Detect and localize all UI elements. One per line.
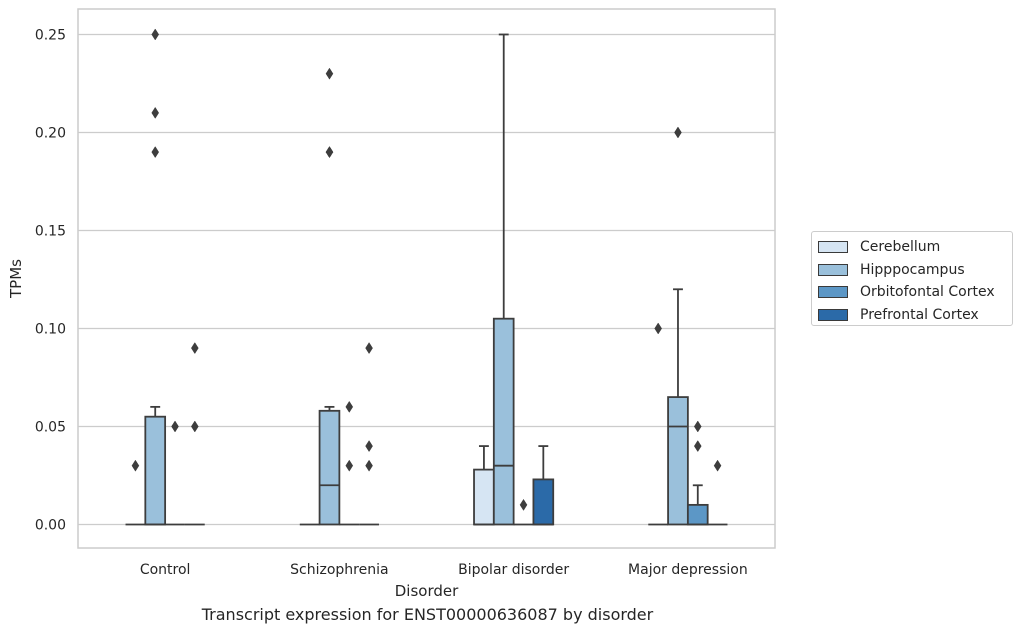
legend-label-cerebellum: Cerebellum [860, 239, 941, 256]
outlier-point [191, 342, 199, 355]
legend-label-orbitofrontal-cortex: Orbitofontal Cortex [860, 284, 995, 301]
box-cerebellum [473, 468, 495, 526]
outlier-point [674, 126, 682, 139]
legend: Cerebellum Hipppocampus Orbitofontal Cor… [811, 231, 1013, 326]
y-tick-label: 0.00 [35, 517, 66, 533]
y-tick-label: 0.05 [35, 419, 66, 435]
legend-item-hippocampus: Hipppocampus [818, 259, 1012, 282]
box-prefrontal-cortex [532, 478, 555, 526]
box-hipppocampus [318, 409, 341, 526]
box-hipppocampus [492, 317, 515, 526]
y-tick-label: 0.25 [35, 27, 66, 43]
box-orbitofontal-cortex [686, 503, 709, 526]
outlier-point [325, 146, 334, 159]
outlier-point [131, 459, 140, 472]
outlier-point [693, 440, 702, 453]
y-tick-label: 0.10 [35, 321, 66, 337]
legend-swatch-orbitofrontal-cortex [818, 286, 848, 299]
legend-swatch-hippocampus [818, 263, 848, 276]
outlier-point [365, 459, 373, 472]
outlier-point [519, 498, 528, 511]
outlier-point [365, 342, 373, 355]
x-axis-label: Disorder [395, 582, 459, 600]
outlier-point [151, 146, 160, 159]
outlier-point [365, 440, 373, 453]
box-hipppocampus [144, 415, 167, 526]
box-hipppocampus [667, 396, 689, 526]
outlier-point [191, 420, 199, 433]
x-tick-label: Control [140, 562, 191, 578]
x-tick-label: Major depression [628, 562, 748, 578]
legend-swatch-prefrontal-cortex [818, 308, 848, 321]
outlier-point [325, 67, 334, 80]
legend-label-prefrontal-cortex: Prefrontal Cortex [860, 306, 979, 323]
legend-label-hippocampus: Hipppocampus [860, 261, 965, 278]
outlier-point [713, 459, 722, 472]
outlier-point [345, 459, 354, 472]
outlier-point [693, 420, 702, 433]
x-tick-label: Bipolar disorder [458, 562, 569, 578]
legend-item-prefrontal-cortex: Prefrontal Cortex [818, 304, 1012, 327]
outlier-point [151, 28, 160, 41]
outlier-point [171, 420, 179, 433]
x-tick-label: Schizophrenia [290, 562, 388, 578]
y-axis-label: TPMs [7, 259, 25, 299]
legend-swatch-cerebellum [818, 241, 848, 254]
legend-item-cerebellum: Cerebellum [818, 236, 1012, 259]
y-tick-label: 0.20 [35, 125, 66, 141]
outlier-point [654, 322, 662, 335]
y-tick-label: 0.15 [35, 223, 66, 239]
chart-caption: Transcript expression for ENST0000063608… [201, 605, 654, 624]
plot-frame [77, 8, 776, 549]
outlier-point [345, 400, 354, 413]
outlier-point [151, 106, 160, 119]
legend-item-orbitofrontal-cortex: Orbitofontal Cortex [818, 281, 1012, 304]
